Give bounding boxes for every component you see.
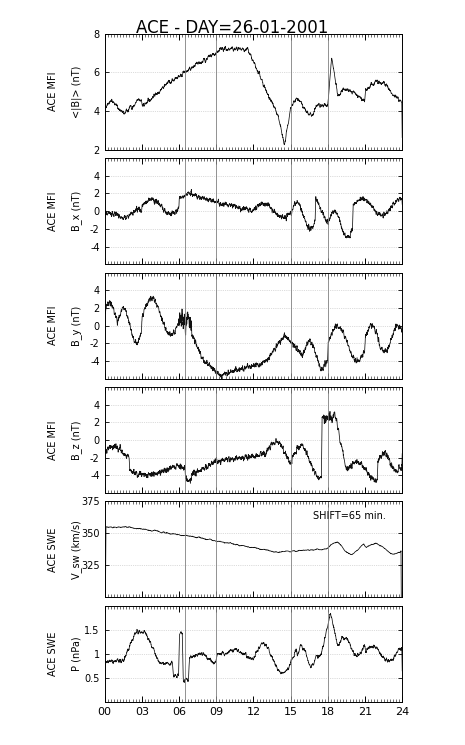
Text: ACE SWE: ACE SWE <box>47 632 58 676</box>
Text: B_y (nT): B_y (nT) <box>71 305 82 346</box>
Text: P (nPa): P (nPa) <box>71 636 81 671</box>
Text: B_x (nT): B_x (nT) <box>71 191 82 231</box>
Text: ACE SWE: ACE SWE <box>47 527 58 571</box>
Text: SHIFT=65 min.: SHIFT=65 min. <box>313 511 386 521</box>
Text: ACE MFI: ACE MFI <box>47 306 58 346</box>
Text: V_sw (km/s): V_sw (km/s) <box>71 520 82 579</box>
Text: B_z (nT): B_z (nT) <box>71 420 82 460</box>
Text: ACE MFI: ACE MFI <box>47 420 58 460</box>
Text: <|B|> (nT): <|B|> (nT) <box>71 66 81 118</box>
Text: ACE MFI: ACE MFI <box>47 72 58 112</box>
Text: ACE - DAY=26-01-2001: ACE - DAY=26-01-2001 <box>136 19 329 37</box>
Text: ACE MFI: ACE MFI <box>47 191 58 231</box>
